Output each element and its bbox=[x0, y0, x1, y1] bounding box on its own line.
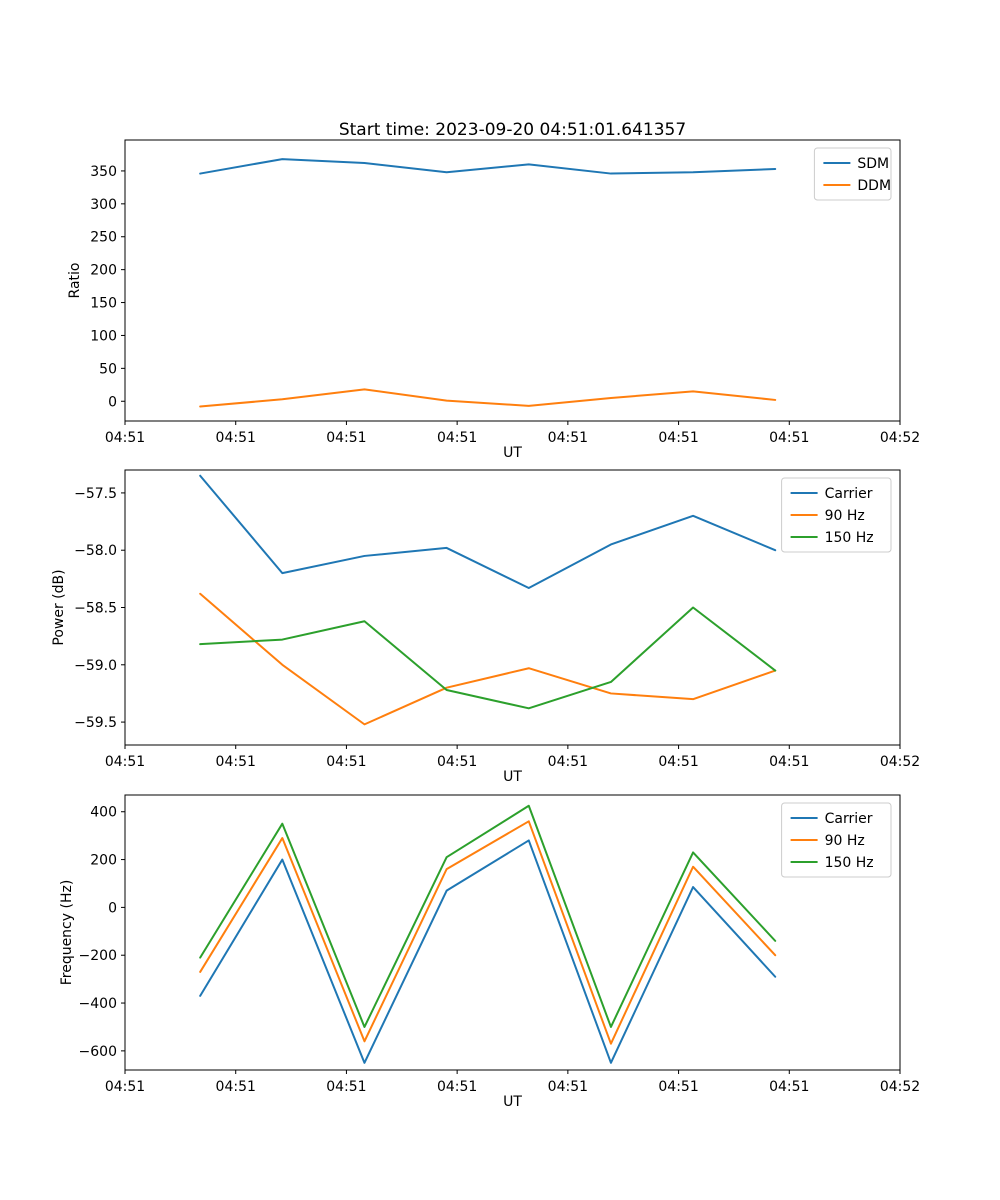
x-axis-label: UT bbox=[503, 769, 522, 785]
x-tick-label: 04:51 bbox=[326, 430, 366, 446]
x-tick-label: 04:51 bbox=[105, 1079, 145, 1095]
x-tick-label: 04:51 bbox=[326, 754, 366, 770]
plot-border bbox=[124, 794, 901, 1071]
series-line-90-hz bbox=[199, 820, 777, 1045]
series-line-90-hz bbox=[199, 592, 777, 726]
y-tick-label: −58.5 bbox=[74, 601, 117, 617]
y-tick-label: 150 bbox=[90, 296, 117, 312]
x-tick-label: 04:51 bbox=[437, 1079, 477, 1095]
x-tick-label: 04:51 bbox=[437, 754, 477, 770]
y-tick-label: 0 bbox=[108, 900, 117, 916]
x-tick-label: 04:52 bbox=[880, 754, 920, 770]
x-axis-label: UT bbox=[503, 445, 522, 461]
series-line-150-hz bbox=[199, 804, 777, 1028]
y-tick-label: 100 bbox=[90, 328, 117, 344]
x-tick-label: 04:51 bbox=[548, 754, 588, 770]
x-tick-label: 04:51 bbox=[216, 1079, 256, 1095]
y-axis-label: Power (dB) bbox=[51, 569, 67, 645]
legend-label-ddm: DDM bbox=[857, 178, 891, 194]
legend-label-sdm: SDM bbox=[857, 156, 889, 172]
series-line-150-hz bbox=[199, 606, 777, 710]
y-axis-label: Ratio bbox=[67, 263, 83, 299]
x-tick-label: 04:51 bbox=[658, 1079, 698, 1095]
y-tick-label: 350 bbox=[90, 164, 117, 180]
figure-title: Start time: 2023-09-20 04:51:01.641357 bbox=[338, 120, 687, 140]
legend-box bbox=[781, 802, 892, 878]
y-tick-label: −57.5 bbox=[74, 486, 117, 502]
x-tick-label: 04:51 bbox=[326, 1079, 366, 1095]
x-tick-label: 04:51 bbox=[769, 430, 809, 446]
x-axis-label: UT bbox=[503, 1094, 522, 1110]
legend-label-150-hz: 150 Hz bbox=[825, 530, 874, 546]
subplot-frequency: 400 200 0 −200 −400 −600 04:51 04:51 04:51 04:51 0… bbox=[59, 794, 920, 1110]
y-tick-label: 50 bbox=[99, 361, 117, 377]
legend-box bbox=[813, 147, 892, 201]
y-tick-label: −600 bbox=[79, 1044, 117, 1060]
x-tick-label: 04:51 bbox=[658, 430, 698, 446]
x-tick-label: 04:52 bbox=[880, 1079, 920, 1095]
y-axis-label: Frequency (Hz) bbox=[59, 880, 75, 986]
x-tick-label: 04:51 bbox=[548, 430, 588, 446]
series-line-ddm bbox=[199, 388, 777, 408]
series-line-sdm bbox=[199, 158, 777, 175]
x-tick-label: 04:51 bbox=[769, 754, 809, 770]
series-line-carrier bbox=[199, 474, 777, 590]
legend-label-90-hz: 90 Hz bbox=[825, 508, 865, 524]
x-tick-label: 04:51 bbox=[437, 430, 477, 446]
x-tick-label: 04:51 bbox=[105, 430, 145, 446]
y-tick-label: −200 bbox=[79, 948, 117, 964]
x-tick-label: 04:51 bbox=[216, 754, 256, 770]
x-tick-label: 04:51 bbox=[216, 430, 256, 446]
y-tick-label: 200 bbox=[90, 263, 117, 279]
plot-border bbox=[124, 139, 901, 422]
legend-label-90-hz: 90 Hz bbox=[825, 833, 865, 849]
y-tick-label: 300 bbox=[90, 197, 117, 213]
legend-label-150-hz: 150 Hz bbox=[825, 855, 874, 871]
subplot-ratio: 0 50 100 150 200 250 300 350 04:51 04:51 04:51 04:5… bbox=[67, 139, 920, 461]
legend-box bbox=[781, 477, 892, 553]
legend-label-carrier: Carrier bbox=[825, 486, 873, 502]
y-tick-label: 400 bbox=[90, 805, 117, 821]
series-line-carrier bbox=[199, 839, 777, 1064]
y-tick-label: 0 bbox=[108, 394, 117, 410]
legend: SDM DDM bbox=[813, 147, 892, 201]
y-tick-label: −59.5 bbox=[74, 715, 117, 731]
x-tick-label: 04:51 bbox=[658, 754, 698, 770]
subplot-power: −57.5 −58.0 −58.5 −59.0 −59.5 04:51 04:51 04:51… bbox=[51, 469, 920, 785]
x-tick-label: 04:51 bbox=[769, 1079, 809, 1095]
y-tick-label: −400 bbox=[79, 996, 117, 1012]
y-tick-label: −58.0 bbox=[74, 543, 117, 559]
x-tick-label: 04:51 bbox=[548, 1079, 588, 1095]
x-tick-label: 04:52 bbox=[880, 430, 920, 446]
legend: Carrier 90 Hz 150 Hz bbox=[781, 802, 892, 878]
y-tick-label: 200 bbox=[90, 853, 117, 869]
legend: Carrier 90 Hz 150 Hz bbox=[781, 477, 892, 553]
y-tick-label: −59.0 bbox=[74, 658, 117, 674]
x-tick-label: 04:51 bbox=[105, 754, 145, 770]
legend-label-carrier: Carrier bbox=[825, 811, 873, 827]
y-tick-label: 250 bbox=[90, 230, 117, 246]
